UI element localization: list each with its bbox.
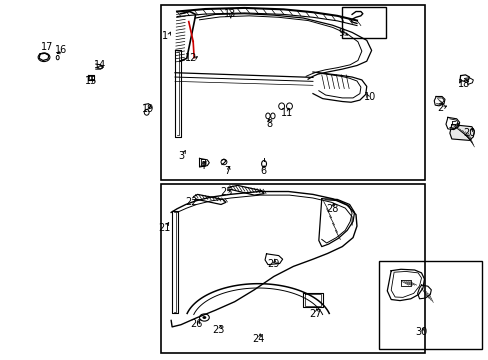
Text: 29: 29 [267,258,280,269]
Text: 8: 8 [266,119,272,129]
Text: 3: 3 [178,150,183,161]
Text: 19: 19 [141,104,154,114]
Bar [378,261,481,349]
Text: 27: 27 [309,309,322,319]
Text: 21: 21 [158,222,170,233]
Text: 6: 6 [260,166,265,176]
Text: 28: 28 [325,204,338,214]
Text: 10: 10 [363,92,375,102]
Text: 13: 13 [223,9,236,19]
Text: 7: 7 [224,166,229,176]
Text: 18: 18 [457,78,470,89]
Bar [161,184,425,353]
Text: 26: 26 [190,319,203,329]
Text: 1: 1 [162,31,168,41]
Text: 17: 17 [41,42,53,52]
Text: 14: 14 [94,60,106,70]
Text: 16: 16 [54,45,67,55]
Bar [342,7,386,38]
Text: 23: 23 [211,325,224,336]
Text: 12: 12 [184,53,197,63]
Text: 4: 4 [200,161,205,171]
Bar [161,5,425,180]
Text: 30: 30 [414,327,427,337]
Text: 22: 22 [185,197,198,207]
Text: 2: 2 [436,103,442,113]
Circle shape [202,316,206,319]
Polygon shape [228,185,264,195]
Polygon shape [449,125,473,140]
Text: 5: 5 [450,121,456,131]
Polygon shape [193,194,225,204]
Text: 25: 25 [220,186,233,197]
Text: 11: 11 [281,108,293,118]
Text: 20: 20 [462,128,475,138]
Text: 9: 9 [338,28,344,38]
Text: 15: 15 [84,76,97,86]
Text: 24: 24 [251,334,264,344]
